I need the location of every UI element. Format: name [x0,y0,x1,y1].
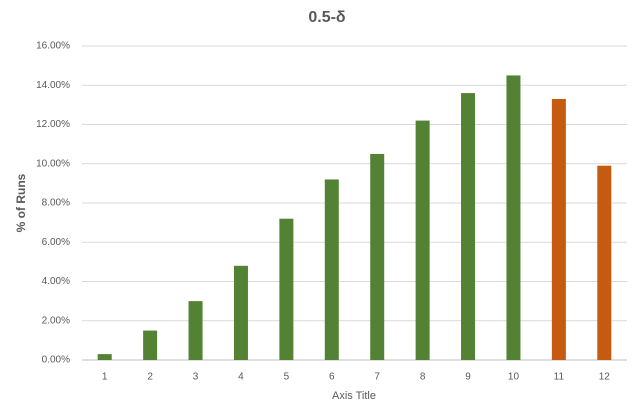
x-axis-title: Axis Title [332,390,376,402]
bar [415,120,430,360]
x-tick-label: 2 [147,372,153,383]
bar [279,218,294,360]
y-tick-label: 6.00% [42,237,70,248]
x-tick-label: 3 [193,372,199,383]
bar [597,165,612,360]
x-tick-label: 8 [420,372,426,383]
x-tick-label: 12 [599,372,611,383]
bar [324,179,339,360]
bar [188,301,203,360]
y-tick-label: 4.00% [42,276,70,287]
bar [370,153,385,360]
y-tick-label: 0.00% [42,355,70,366]
bar [551,98,566,361]
bar [97,354,112,360]
x-tick-label: 7 [374,372,380,383]
y-tick-label: 12.00% [36,119,70,130]
x-tick-label: 11 [554,372,565,383]
bar [461,93,476,360]
bar [143,330,158,360]
bar [233,265,248,360]
x-tick-label: 10 [508,372,520,383]
y-tick-label: 2.00% [42,315,70,326]
y-tick-label: 16.00% [36,41,70,52]
y-tick-label: 8.00% [42,198,70,209]
x-tick-label: 1 [102,372,108,383]
x-tick-label: 6 [329,372,335,383]
y-axis-title: % of Runs [14,173,28,232]
bar [506,75,521,360]
x-tick-label: 9 [465,372,471,383]
x-tick-label: 4 [238,372,244,383]
chart-title: 0.5-δ [308,9,346,26]
x-tick-label: 5 [284,372,290,383]
y-tick-label: 10.00% [36,158,70,169]
y-tick-label: 14.00% [36,80,70,91]
